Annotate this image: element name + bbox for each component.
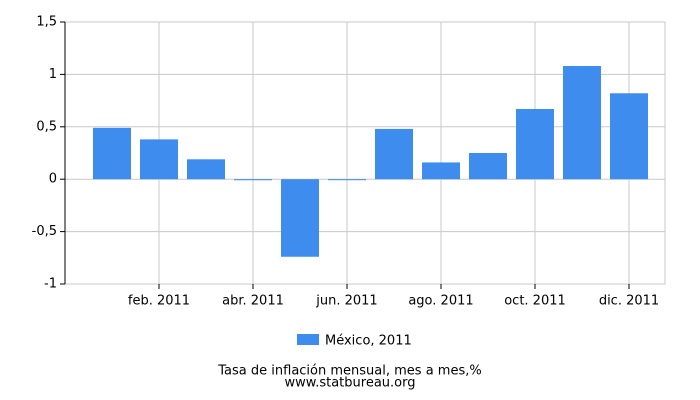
bar xyxy=(469,153,507,180)
x-tick-label: abr. 2011 xyxy=(222,294,284,309)
y-tick-label: -1 xyxy=(44,277,57,292)
bar xyxy=(234,179,272,181)
bar xyxy=(563,66,601,180)
bar xyxy=(422,162,460,180)
bar xyxy=(93,127,131,180)
legend-label: México, 2011 xyxy=(325,334,412,349)
bar xyxy=(140,139,178,180)
bar xyxy=(516,108,554,180)
y-tick-label: 1 xyxy=(49,67,57,82)
bar xyxy=(187,159,225,180)
y-tick-label: 1,5 xyxy=(36,15,57,30)
x-tick-label: oct. 2011 xyxy=(504,294,566,309)
y-tick-label: 0,5 xyxy=(36,119,57,134)
bar xyxy=(328,179,366,181)
grid xyxy=(64,21,666,285)
bar xyxy=(610,93,648,180)
x-tick-label: ago. 2011 xyxy=(408,294,473,309)
bar xyxy=(375,128,413,180)
x-tick-label: jun. 2011 xyxy=(315,294,377,309)
x-tick-label: feb. 2011 xyxy=(128,294,190,309)
axes: -1 -0,5 0 0,5 1 1,5 feb. 2011 abr. 2011 jun. 201… xyxy=(32,15,660,309)
y-tick-label: -0,5 xyxy=(32,224,57,239)
y-tick-label: 0 xyxy=(49,172,57,187)
legend-swatch xyxy=(297,334,319,345)
source: www.statbureau.org xyxy=(285,376,416,391)
bar xyxy=(281,179,319,257)
chart-title: Tasa de inflación mensual, mes a mes,% xyxy=(217,364,481,379)
x-tick-label: dic. 2011 xyxy=(599,294,659,309)
bars xyxy=(93,66,648,257)
